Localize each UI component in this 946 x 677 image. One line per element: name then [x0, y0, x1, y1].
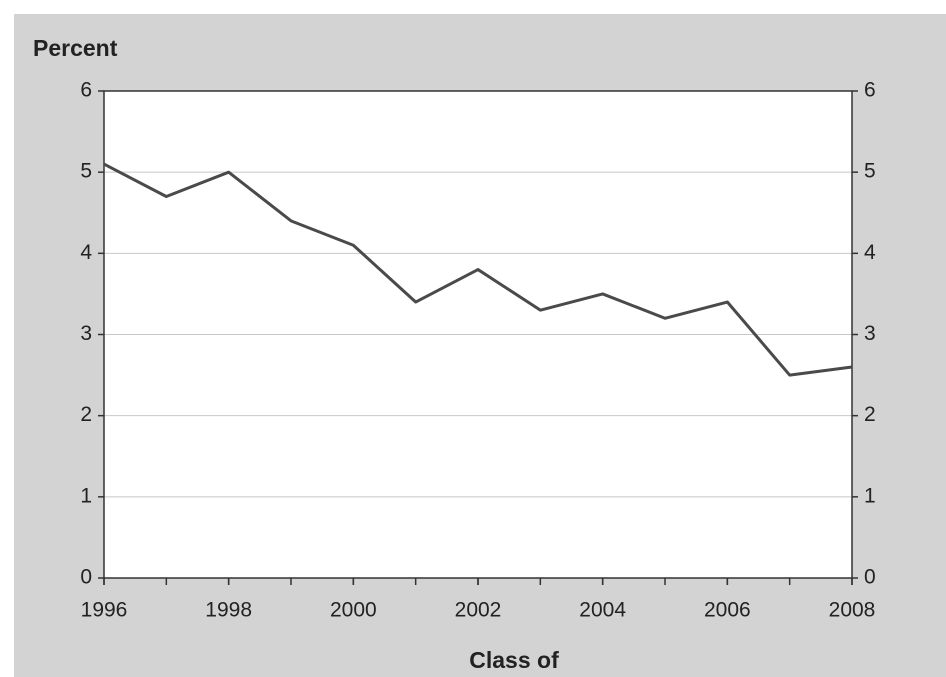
x-tick-label: 2002 [455, 599, 502, 622]
y-tick-label: 3 [80, 322, 92, 345]
data-line [103, 162, 853, 377]
y-tick-label: 0 [80, 566, 92, 589]
y-tick-label: 6 [80, 79, 92, 102]
y2-tick-label: 4 [864, 241, 876, 264]
y2-tick-label: 6 [864, 79, 876, 102]
y-axis-title: Percent [33, 35, 118, 61]
y2-tick-label: 3 [864, 322, 876, 345]
y2-tick-label: 0 [864, 566, 876, 589]
x-tick-label: 2006 [704, 599, 751, 622]
x-axis-title: Class of [469, 647, 559, 673]
x-tick-label: 2000 [330, 599, 377, 622]
y-tick-label: 5 [80, 160, 92, 183]
y2-tick-label: 1 [864, 484, 876, 507]
x-tick-label: 1998 [205, 599, 252, 622]
y-tick-label: 4 [80, 241, 92, 264]
y2-tick-label: 2 [864, 403, 876, 426]
x-tick-label: 1996 [81, 599, 128, 622]
y2-tick-label: 5 [864, 160, 876, 183]
x-tick-label: 2008 [829, 599, 876, 622]
plot-frame [103, 90, 853, 579]
y-tick-label: 2 [80, 403, 92, 426]
x-tick-label: 2004 [579, 599, 626, 622]
y-tick-label: 1 [80, 484, 92, 507]
